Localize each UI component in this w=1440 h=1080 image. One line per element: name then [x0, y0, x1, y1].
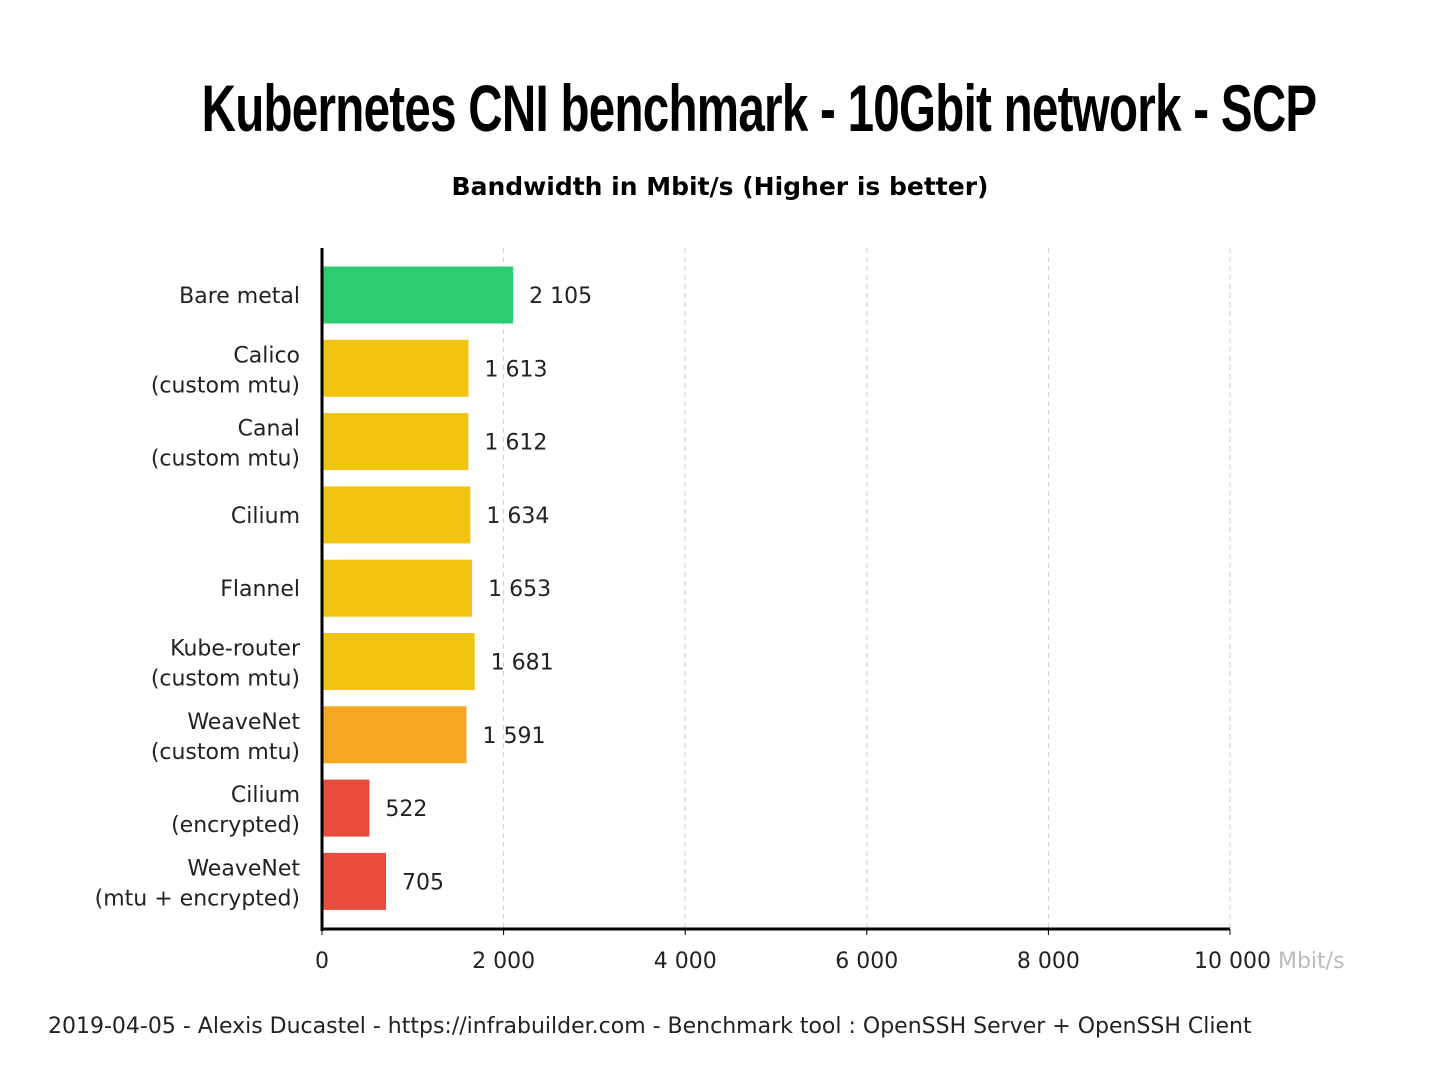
bar — [322, 852, 387, 910]
chart-subtitle: Bandwidth in Mbit/s (Higher is better) — [451, 172, 989, 201]
value-label: 1 634 — [486, 504, 549, 529]
x-tick-label: 6 000 — [835, 949, 898, 974]
category-label: Calico — [233, 343, 300, 368]
value-label: 2 105 — [529, 284, 592, 309]
value-label: 705 — [402, 870, 444, 895]
category-label: (custom mtu) — [151, 667, 300, 692]
category-label: WeaveNet — [187, 856, 300, 881]
value-label: 1 653 — [488, 577, 551, 602]
bar — [322, 633, 475, 690]
value-label: 1 613 — [484, 357, 547, 382]
x-tick-label: 10 000 Mbit/s — [1194, 949, 1345, 974]
category-label: WeaveNet — [187, 710, 300, 735]
x-tick-label: 4 000 — [654, 949, 717, 974]
bar — [322, 339, 469, 397]
value-label: 522 — [385, 797, 427, 822]
category-label: (custom mtu) — [151, 373, 300, 398]
category-label: (custom mtu) — [151, 447, 300, 472]
bar — [322, 779, 370, 837]
bar — [322, 413, 469, 471]
footer-credits: 2019-04-05 - Alexis Ducastel - https://i… — [48, 1014, 1252, 1039]
value-label: 1 591 — [482, 724, 545, 749]
x-tick-label: 2 000 — [472, 949, 535, 974]
x-tick-label: 8 000 — [1017, 949, 1080, 974]
category-label: Kube-router — [170, 637, 301, 662]
category-label: Cilium — [231, 783, 300, 808]
category-label: (mtu + encrypted) — [95, 886, 300, 911]
x-tick-label: 0 — [315, 949, 329, 974]
category-label: (encrypted) — [171, 813, 300, 838]
x-unit-label: Mbit/s — [1271, 949, 1345, 974]
category-label: (custom mtu) — [151, 740, 300, 765]
category-label: Cilium — [231, 504, 300, 529]
chart-title: Kubernetes CNI benchmark - 10Gbit networ… — [201, 71, 1318, 145]
category-label: Canal — [238, 417, 300, 442]
bar — [322, 486, 471, 544]
bar — [322, 559, 473, 617]
bar — [322, 266, 514, 324]
category-label: Bare metal — [179, 284, 300, 309]
value-label: 1 612 — [484, 431, 547, 456]
value-label: 1 681 — [491, 651, 554, 676]
bar — [322, 706, 467, 764]
category-label: Flannel — [220, 577, 300, 602]
